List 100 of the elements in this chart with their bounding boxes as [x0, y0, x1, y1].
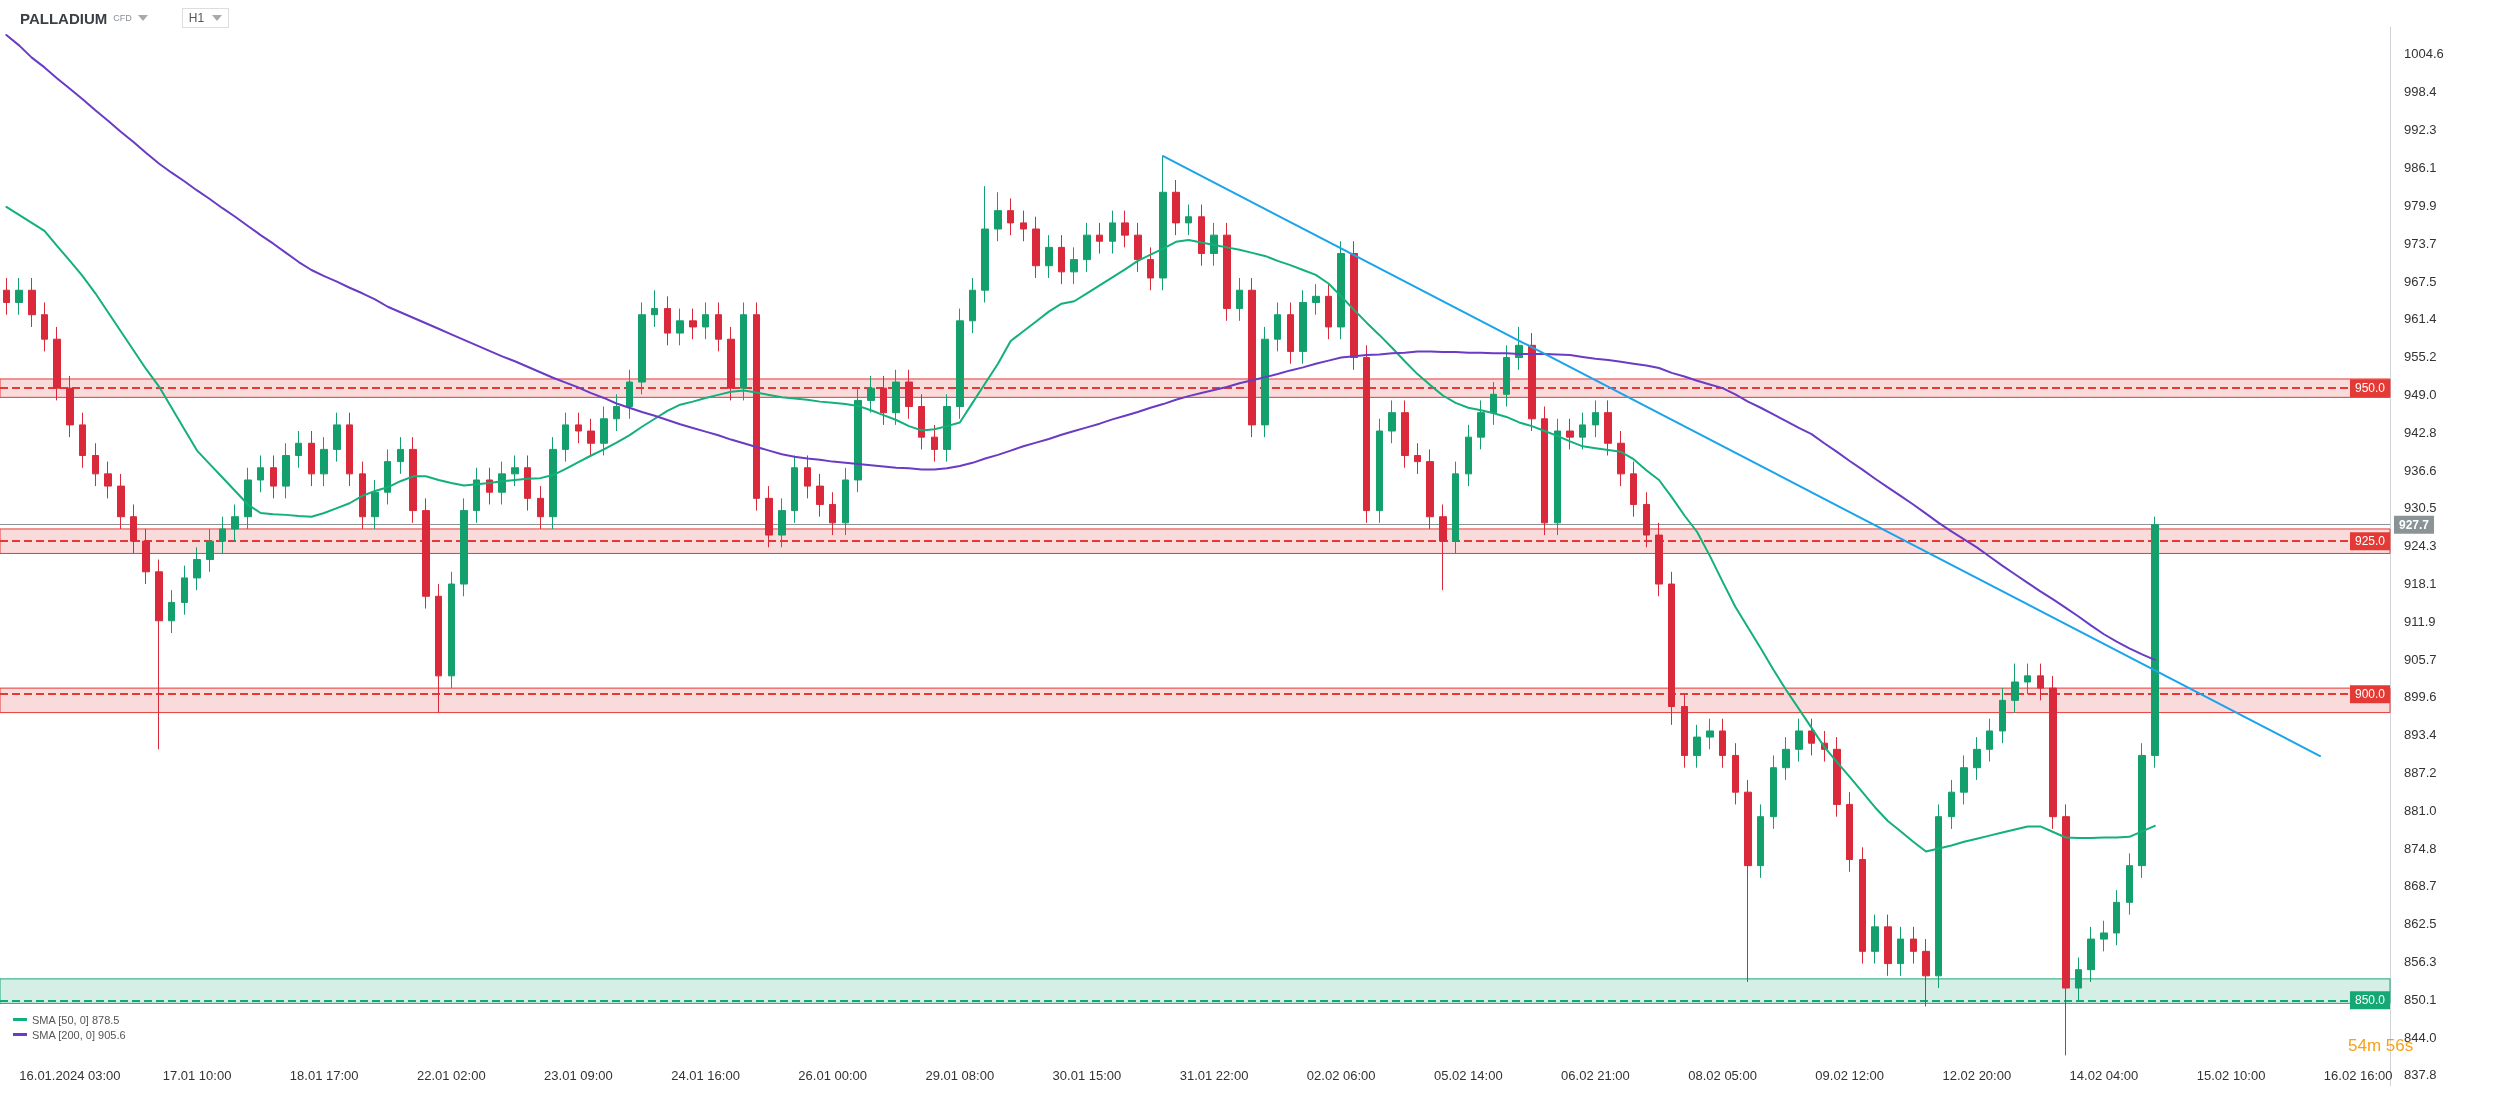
x-tick-label: 16.01.2024 03:00 — [19, 1068, 121, 1083]
y-tick-label: 973.7 — [2404, 235, 2437, 251]
candlestick — [3, 277, 10, 316]
candlestick — [1643, 491, 1650, 548]
text: H1 — [188, 11, 205, 25]
x-tick-label: 06.02 21:00 — [1561, 1068, 1630, 1083]
candlestick — [1948, 779, 1955, 830]
line-series — [5, 205, 2156, 853]
candlestick — [1770, 754, 1777, 830]
candlestick — [1287, 301, 1294, 365]
candlestick — [282, 442, 290, 499]
candlestick — [1109, 210, 1116, 254]
y-tick-label: 986.1 — [2404, 159, 2437, 175]
candlestick — [1363, 344, 1370, 524]
y-tick-label: 955.2 — [2404, 348, 2437, 364]
candlestick — [1032, 216, 1040, 279]
x-tick-label: 14.02 04:00 — [2069, 1068, 2139, 1083]
ref-line-label: 900.0 — [2354, 687, 2386, 702]
x-tick-label: 26.01 00:00 — [798, 1068, 868, 1083]
candlestick — [409, 436, 417, 524]
y-tick-label: 1004.6 — [2404, 46, 2444, 62]
candlestick — [422, 497, 430, 610]
chart-title: PALLADIUM — [20, 9, 108, 27]
y-tick-label: 874.8 — [2404, 840, 2437, 856]
candlestick — [854, 387, 862, 493]
y-tick-label: 887.2 — [2404, 765, 2437, 781]
candlestick — [142, 528, 150, 585]
candlestick — [1999, 687, 2006, 744]
line-series — [5, 33, 2156, 661]
ref-line-label: 850.0 — [2354, 993, 2386, 1008]
candlestick — [371, 479, 379, 530]
candlestick — [562, 412, 569, 463]
candlestick — [651, 289, 658, 328]
candlestick — [1960, 754, 1968, 805]
x-tick-label: 30.01 15:00 — [1052, 1068, 1122, 1083]
candlestick — [1185, 204, 1192, 236]
candlestick — [1604, 399, 1612, 456]
candlestick — [1922, 938, 1930, 1007]
candlestick — [1414, 442, 1421, 475]
candlestick — [1045, 234, 1053, 279]
candlestick — [1681, 693, 1688, 769]
y-tick-label: 936.6 — [2404, 462, 2437, 478]
candlestick — [15, 277, 23, 316]
candlestick — [765, 485, 773, 548]
candlestick — [1388, 399, 1396, 444]
candlestick — [892, 369, 900, 426]
x-tick-label: 05.02 14:00 — [1433, 1068, 1503, 1083]
candlestick — [1884, 914, 1892, 977]
x-tick-label: 02.02 06:00 — [1306, 1068, 1376, 1083]
candlestick — [1744, 779, 1752, 983]
legend-label: SMA [200, 0] 905.6 — [32, 1028, 126, 1041]
y-tick-label: 881.0 — [2404, 803, 2437, 819]
candlestick — [804, 455, 811, 499]
candlestick — [384, 448, 391, 505]
x-tick-label: 09.02 12:00 — [1815, 1068, 1885, 1083]
candlestick — [1236, 277, 1243, 322]
candlestick — [193, 546, 201, 591]
candlestick — [626, 369, 633, 420]
candlestick — [1007, 197, 1014, 236]
candlestick — [880, 375, 887, 426]
candlestick — [715, 301, 722, 352]
candlestick — [1579, 412, 1586, 450]
y-tick-label: 979.9 — [2404, 197, 2437, 213]
candlestick — [2126, 852, 2133, 916]
candlestick — [1833, 736, 1841, 818]
legend-label: SMA [50, 0] 878.5 — [32, 1013, 120, 1026]
candlestick — [346, 412, 353, 487]
candlestick — [1782, 736, 1790, 781]
candlestick — [1592, 399, 1599, 438]
candlestick — [1732, 742, 1739, 805]
candlestick — [181, 565, 188, 616]
candlestick — [931, 424, 938, 463]
candlestick — [1198, 204, 1205, 267]
y-tick-label: 837.8 — [2404, 1067, 2437, 1083]
candlestick — [473, 467, 480, 524]
candlestick — [1439, 503, 1447, 591]
candlestick — [1808, 718, 1815, 756]
y-tick-label: 893.4 — [2404, 727, 2437, 743]
y-tick-label: 918.1 — [2404, 575, 2437, 591]
candlestick — [1935, 803, 1942, 989]
y-tick-label: 998.4 — [2404, 84, 2437, 100]
candlestick — [1541, 406, 1548, 536]
candlestick — [460, 497, 468, 597]
candlestick — [2138, 742, 2146, 879]
candlestick — [727, 326, 735, 401]
candlestick — [155, 559, 163, 750]
candlestick — [1274, 301, 1281, 352]
candlestick — [2037, 663, 2044, 701]
x-tick-label: 17.01 10:00 — [162, 1068, 232, 1083]
candlestick — [117, 473, 125, 530]
candlestick — [1350, 240, 1358, 371]
candlestick — [1757, 803, 1764, 879]
y-tick-label: 967.5 — [2404, 273, 2437, 289]
candlestick — [816, 473, 824, 518]
candlestick — [1528, 332, 1536, 432]
candlestick — [1668, 571, 1675, 726]
candlestick — [1058, 234, 1065, 285]
x-tick-label: 08.02 05:00 — [1688, 1068, 1757, 1083]
candlestick — [359, 461, 366, 530]
ref-line-label: 925.0 — [2354, 534, 2386, 549]
